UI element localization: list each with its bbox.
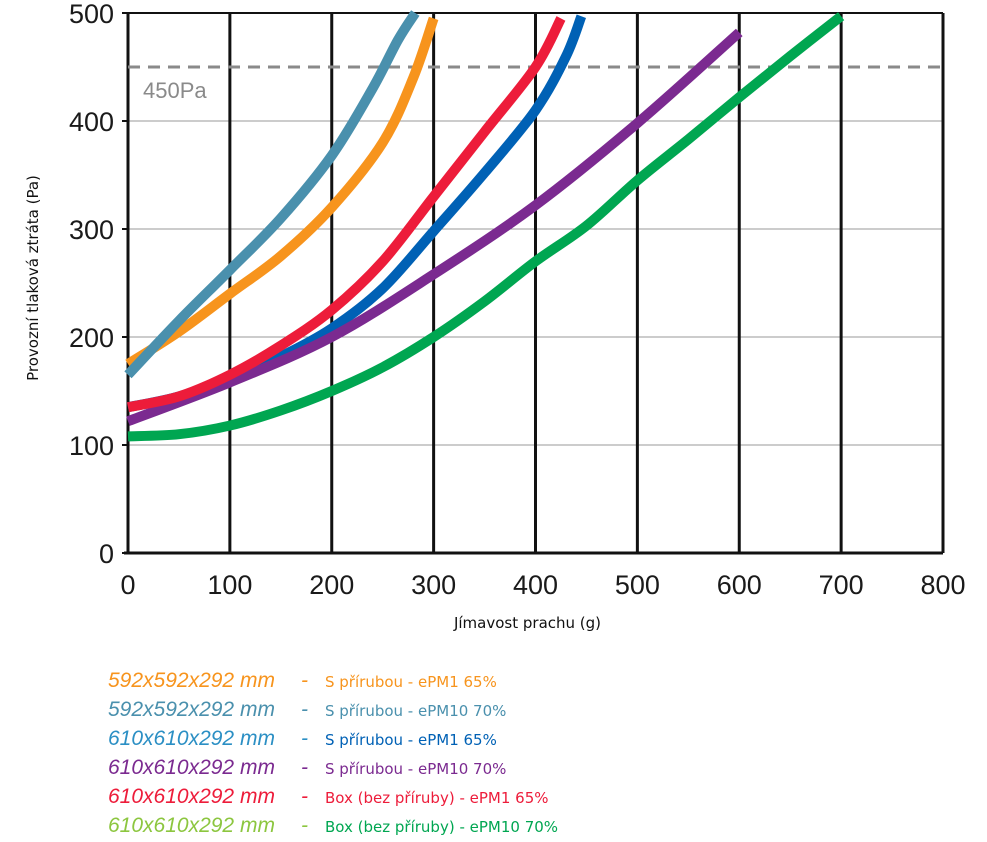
legend-separator: - <box>301 814 308 837</box>
legend-separator: - <box>301 756 308 779</box>
legend-description: S přírubou - ePM1 65% <box>325 673 497 691</box>
legend-size-label: 610x610x292 mm <box>108 727 275 750</box>
legend-item-2: 592x592x292 mm - S přírubou - ePM10 70% <box>108 695 558 724</box>
legend-separator: - <box>301 785 308 808</box>
legend-description: S přírubou - ePM10 70% <box>325 760 507 778</box>
y-tick-label-500: 500 <box>69 0 114 29</box>
legend-item-1: 592x592x292 mm - S přírubou - ePM1 65% <box>108 666 558 695</box>
legend-item-4: 610x610x292 mm - S přírubou - ePM10 70% <box>108 753 558 782</box>
legend-item-6: 610x610x292 mm - Box (bez příruby) - ePM10… <box>108 811 558 840</box>
legend-description: S přírubou - ePM1 65% <box>325 731 497 749</box>
legend-separator: - <box>301 698 308 721</box>
legend-item-5: 610x610x292 mm - Box (bez příruby) - ePM1 … <box>108 782 558 811</box>
y-tick-label-100: 100 <box>69 431 114 461</box>
y-tick-label-0: 0 <box>99 539 114 569</box>
series-line-4 <box>126 28 743 426</box>
y-tick-label-200: 200 <box>69 323 114 353</box>
legend-description: Box (bez příruby) - ePM10 70% <box>325 818 559 836</box>
x-axis-title: Jímavost prachu (g) <box>453 614 601 632</box>
series-line-5 <box>126 16 566 413</box>
y-tick-label-400: 400 <box>69 107 114 137</box>
series-line-1 <box>125 16 439 369</box>
x-tick-label-700: 700 <box>819 570 864 600</box>
legend-size-label: 610x610x292 mm <box>108 814 275 837</box>
reference-line-label: 450Pa <box>143 78 207 103</box>
series-line-3 <box>126 14 587 413</box>
series-line-6 <box>127 12 845 442</box>
x-tick-label-400: 400 <box>513 570 558 600</box>
y-axis-title: Provozní tlaková ztráta (Pa) <box>24 175 42 381</box>
x-tick-label-800: 800 <box>920 570 965 600</box>
legend-size-label: 610x610x292 mm <box>108 785 275 808</box>
legend-separator: - <box>301 669 308 692</box>
legend-size-label: 610x610x292 mm <box>108 756 275 779</box>
legend-size-label: 592x592x292 mm <box>108 669 275 692</box>
x-tick-label-100: 100 <box>207 570 252 600</box>
y-tick-label-300: 300 <box>69 215 114 245</box>
x-tick-label-0: 0 <box>120 570 135 600</box>
pressure-drop-chart: 0 100 200 300 400 500 0 100 200 300 400 500 600 700 80… <box>24 0 966 632</box>
x-tick-label-300: 300 <box>411 570 456 600</box>
legend-description: S přírubou - ePM10 70% <box>325 702 507 720</box>
legend: 592x592x292 mm - S přírubou - ePM1 65% 592x… <box>108 666 558 840</box>
legend-item-3: 610x610x292 mm - S přírubou - ePM1 65% <box>108 724 558 753</box>
x-tick-label-200: 200 <box>309 570 354 600</box>
x-tick-label-600: 600 <box>717 570 762 600</box>
legend-size-label: 592x592x292 mm <box>108 698 275 721</box>
series-line-2 <box>124 10 420 379</box>
x-tick-label-500: 500 <box>615 570 660 600</box>
legend-description: Box (bez příruby) - ePM1 65% <box>325 789 549 807</box>
legend-separator: - <box>301 727 308 750</box>
